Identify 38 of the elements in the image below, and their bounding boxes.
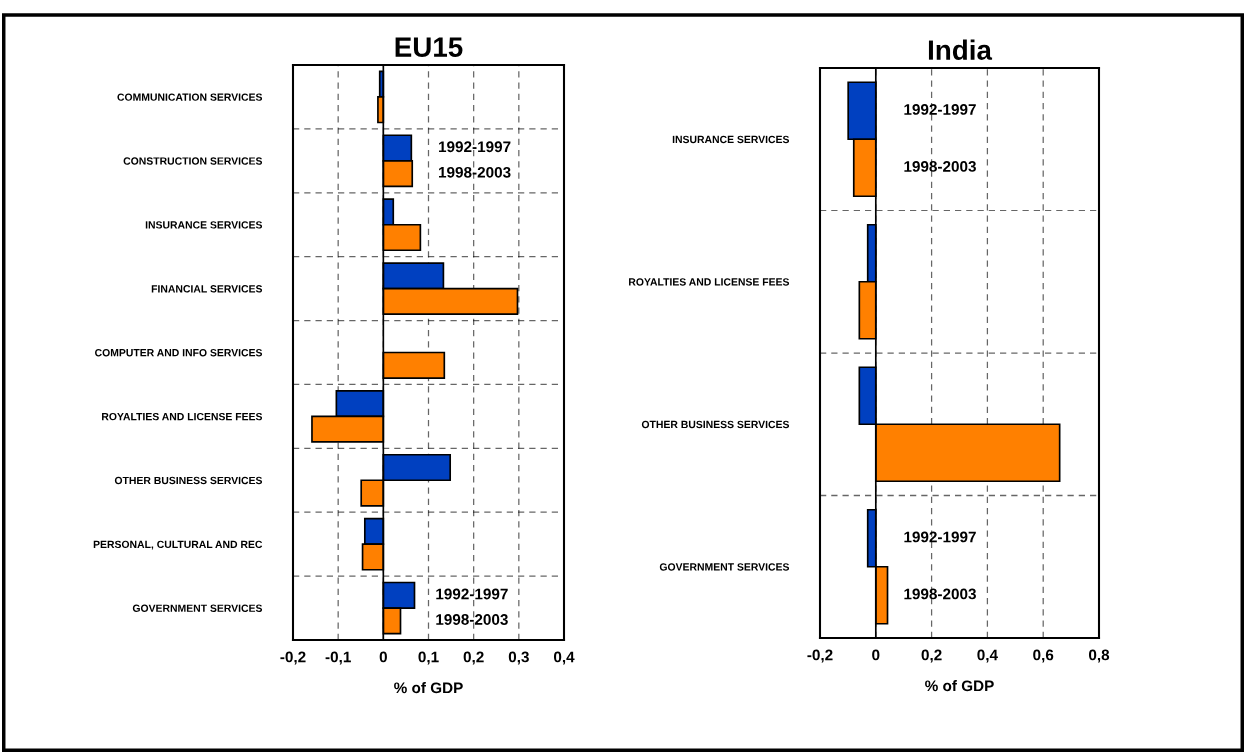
y-tick-label: COMPUTER AND INFO SERVICES <box>95 349 263 357</box>
text: 1998-2003 <box>904 161 976 172</box>
x-tick-label: -0,2 <box>807 649 833 663</box>
x-tick-label: 0,4 <box>553 651 575 665</box>
y-tick-label: OTHER BUSINESS SERVICES <box>641 420 790 429</box>
x-tick-label: -0,2 <box>280 651 306 665</box>
x-tick-label: 0,4 <box>977 649 998 663</box>
series-label: 1992-1997 <box>436 588 508 600</box>
x-tick-label: 0 <box>872 649 880 661</box>
y-tick-label: GOVERNMENT SERVICES <box>659 563 790 571</box>
x-tick-label: 0,6 <box>1033 649 1054 663</box>
x-tick-label: 0,8 <box>1088 649 1110 663</box>
x-tick-label: -0,1 <box>325 651 351 665</box>
x-tick-label: 0,2 <box>921 649 942 663</box>
chart-title: India <box>928 39 993 60</box>
x-tick-label: 0 <box>379 651 387 663</box>
y-tick-label: FINANCIAL SERVICES <box>151 285 263 293</box>
text: 1992-1997 <box>904 531 976 543</box>
text: 1998-2003 <box>436 614 508 625</box>
text: 1992-1997 <box>439 141 511 153</box>
y-tick-label: ROYALTIES AND LICENSE FEES <box>102 412 263 421</box>
x-axis-title: % of GDP <box>394 682 463 694</box>
y-tick-label: GOVERNMENT SERVICES <box>132 604 263 612</box>
series-label: 1998-2003 <box>904 588 976 600</box>
x-tick-label: 0,2 <box>463 651 484 665</box>
y-tick-label: OTHER BUSINESS SERVICES <box>114 476 263 485</box>
y-tick-label: INSURANCE SERVICES <box>672 135 790 144</box>
series-label: 1998-2003 <box>439 166 511 178</box>
y-tick-label: CONSTRUCTION SERVICES <box>123 157 263 165</box>
series-label: 1992-1997 <box>904 104 976 115</box>
x-tick-label: 0,1 <box>418 651 439 665</box>
y-tick-label: PERSONAL, CULTURAL AND REC <box>93 540 263 550</box>
chart-title: EU15 <box>395 37 463 57</box>
y-tick-label: INSURANCE SERVICES <box>145 221 263 229</box>
x-axis-title: % of GDP <box>925 680 994 692</box>
y-tick-label: ROYALTIES AND LICENSE FEES <box>629 278 790 286</box>
x-tick-label: 0,3 <box>508 651 529 665</box>
y-tick-label: COMMUNICATION SERVICES <box>117 93 263 101</box>
